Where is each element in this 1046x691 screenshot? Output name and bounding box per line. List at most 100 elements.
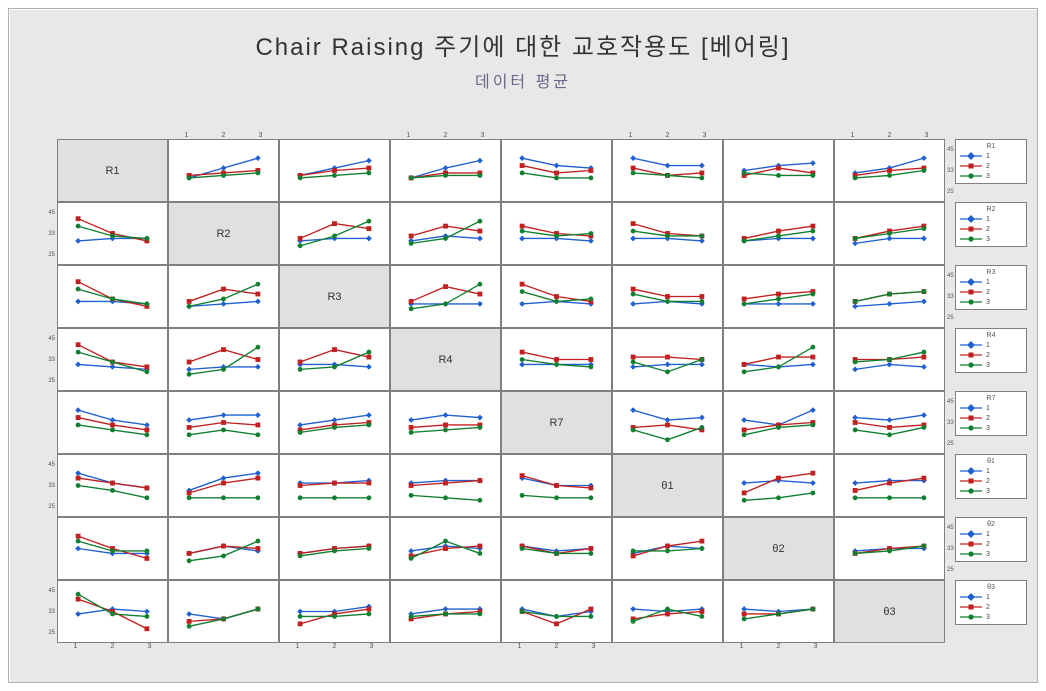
legend-entry-1: 1	[960, 214, 1022, 224]
legend-label: 2	[986, 226, 990, 233]
interaction-cell-0-1	[168, 139, 279, 202]
legend-marker-icon	[960, 152, 982, 160]
legend-entry-1: 1	[960, 403, 1022, 413]
interaction-cell-3-1	[168, 328, 279, 391]
legend-marker-icon	[960, 298, 982, 306]
interaction-cell-7-2	[279, 580, 390, 643]
interaction-cell-7-3	[390, 580, 501, 643]
legend-label: 2	[986, 478, 990, 485]
legend-label: 1	[986, 216, 990, 223]
interaction-cell-5-3	[390, 454, 501, 517]
legend-marker-icon	[960, 550, 982, 558]
legend-label: 3	[986, 551, 990, 558]
top-x-ticks-col5: 123	[612, 127, 723, 139]
interaction-cell-5-7	[834, 454, 945, 517]
bottom-x-ticks-col0: 123	[57, 643, 168, 655]
legend-title: R3	[960, 269, 1022, 276]
legend-marker-icon	[960, 603, 982, 611]
left-y-ticks-row1: 453325	[39, 202, 55, 265]
interaction-cell-3-0	[57, 328, 168, 391]
legend-entry-1: 1	[960, 340, 1022, 350]
legend-marker-icon	[960, 162, 982, 170]
interaction-cell-6-4	[501, 517, 612, 580]
legend-box-R3: R31 23	[955, 265, 1027, 310]
chart-subtitle: 데이터 평균	[9, 68, 1037, 92]
legend-label: 2	[986, 541, 990, 548]
interaction-cell-0-7	[834, 139, 945, 202]
legend-entry-2: 2	[960, 539, 1022, 549]
interaction-cell-0-5	[612, 139, 723, 202]
legend-entry-3: 3	[960, 297, 1022, 307]
legend-marker-icon	[960, 487, 982, 495]
legend-marker-icon	[960, 467, 982, 475]
interaction-cell-6-5	[612, 517, 723, 580]
interaction-cell-2-6	[723, 265, 834, 328]
legend-marker-icon	[960, 424, 982, 432]
legend-title: θ1	[960, 458, 1022, 465]
chart-title: Chair Raising 주기에 대한 교호작용도 [베어링]	[9, 27, 1037, 62]
legend-label: 2	[986, 352, 990, 359]
legend-marker-icon	[960, 593, 982, 601]
legend-label: 2	[986, 604, 990, 611]
legend-label: 1	[986, 342, 990, 349]
interaction-cell-6-0	[57, 517, 168, 580]
interaction-cell-3-2	[279, 328, 390, 391]
interaction-cell-1-2	[279, 202, 390, 265]
interaction-cell-7-4	[501, 580, 612, 643]
legend-entry-1: 1	[960, 466, 1022, 476]
legend-entry-3: 3	[960, 234, 1022, 244]
legend-entry-1: 1	[960, 277, 1022, 287]
interaction-cell-4-3	[390, 391, 501, 454]
chart-panel: Chair Raising 주기에 대한 교호작용도 [베어링] 데이터 평균 …	[8, 8, 1038, 683]
interaction-cell-4-1	[168, 391, 279, 454]
diagonal-label-R3: R3	[279, 265, 390, 328]
legend-entry-1: 1	[960, 529, 1022, 539]
diagonal-label-θ1: θ1	[612, 454, 723, 517]
diagonal-label-R1: R1	[57, 139, 168, 202]
legend-entry-3: 3	[960, 360, 1022, 370]
interaction-cell-1-4	[501, 202, 612, 265]
interaction-cell-2-7	[834, 265, 945, 328]
interaction-cell-1-7	[834, 202, 945, 265]
legend-entry-3: 3	[960, 171, 1022, 181]
legend-marker-icon	[960, 351, 982, 359]
legend-label: 3	[986, 173, 990, 180]
interaction-cell-6-2	[279, 517, 390, 580]
legend-entry-3: 3	[960, 549, 1022, 559]
legend-label: 2	[986, 289, 990, 296]
legend-marker-icon	[960, 225, 982, 233]
interaction-cell-1-0	[57, 202, 168, 265]
legend-entry-1: 1	[960, 151, 1022, 161]
legend-box-R2: R2123	[955, 202, 1027, 247]
legend-label: 2	[986, 415, 990, 422]
legend-title: R4	[960, 332, 1022, 339]
legend-marker-icon	[960, 404, 982, 412]
interaction-cell-5-4	[501, 454, 612, 517]
legend-label: 3	[986, 236, 990, 243]
legend-marker-icon	[960, 361, 982, 369]
legend-entry-3: 3	[960, 423, 1022, 433]
legend-marker-icon	[960, 540, 982, 548]
legend-marker-icon	[960, 414, 982, 422]
interaction-cell-3-4	[501, 328, 612, 391]
legend-label: 1	[986, 594, 990, 601]
legend-marker-icon	[960, 341, 982, 349]
interaction-cell-6-3	[390, 517, 501, 580]
legend-marker-icon	[960, 235, 982, 243]
legend-marker-icon	[960, 530, 982, 538]
interaction-cell-5-6	[723, 454, 834, 517]
legend-entry-3: 3	[960, 612, 1022, 622]
bottom-x-ticks-col2: 123	[279, 643, 390, 655]
legend-title: θ3	[960, 584, 1022, 591]
left-y-ticks-row5: 453325	[39, 454, 55, 517]
legend-box-θ1: θ11 2 3	[955, 454, 1027, 499]
legend-label: 1	[986, 153, 990, 160]
legend-box-R7: R7123	[955, 391, 1027, 436]
legend-label: 2	[986, 163, 990, 170]
bottom-x-ticks-col4: 123	[501, 643, 612, 655]
top-x-ticks-col7: 123	[834, 127, 945, 139]
legend-label: 3	[986, 614, 990, 621]
legend-marker-icon	[960, 278, 982, 286]
legend-label: 3	[986, 488, 990, 495]
legend-box-θ3: θ3 1 2 3	[955, 580, 1027, 625]
